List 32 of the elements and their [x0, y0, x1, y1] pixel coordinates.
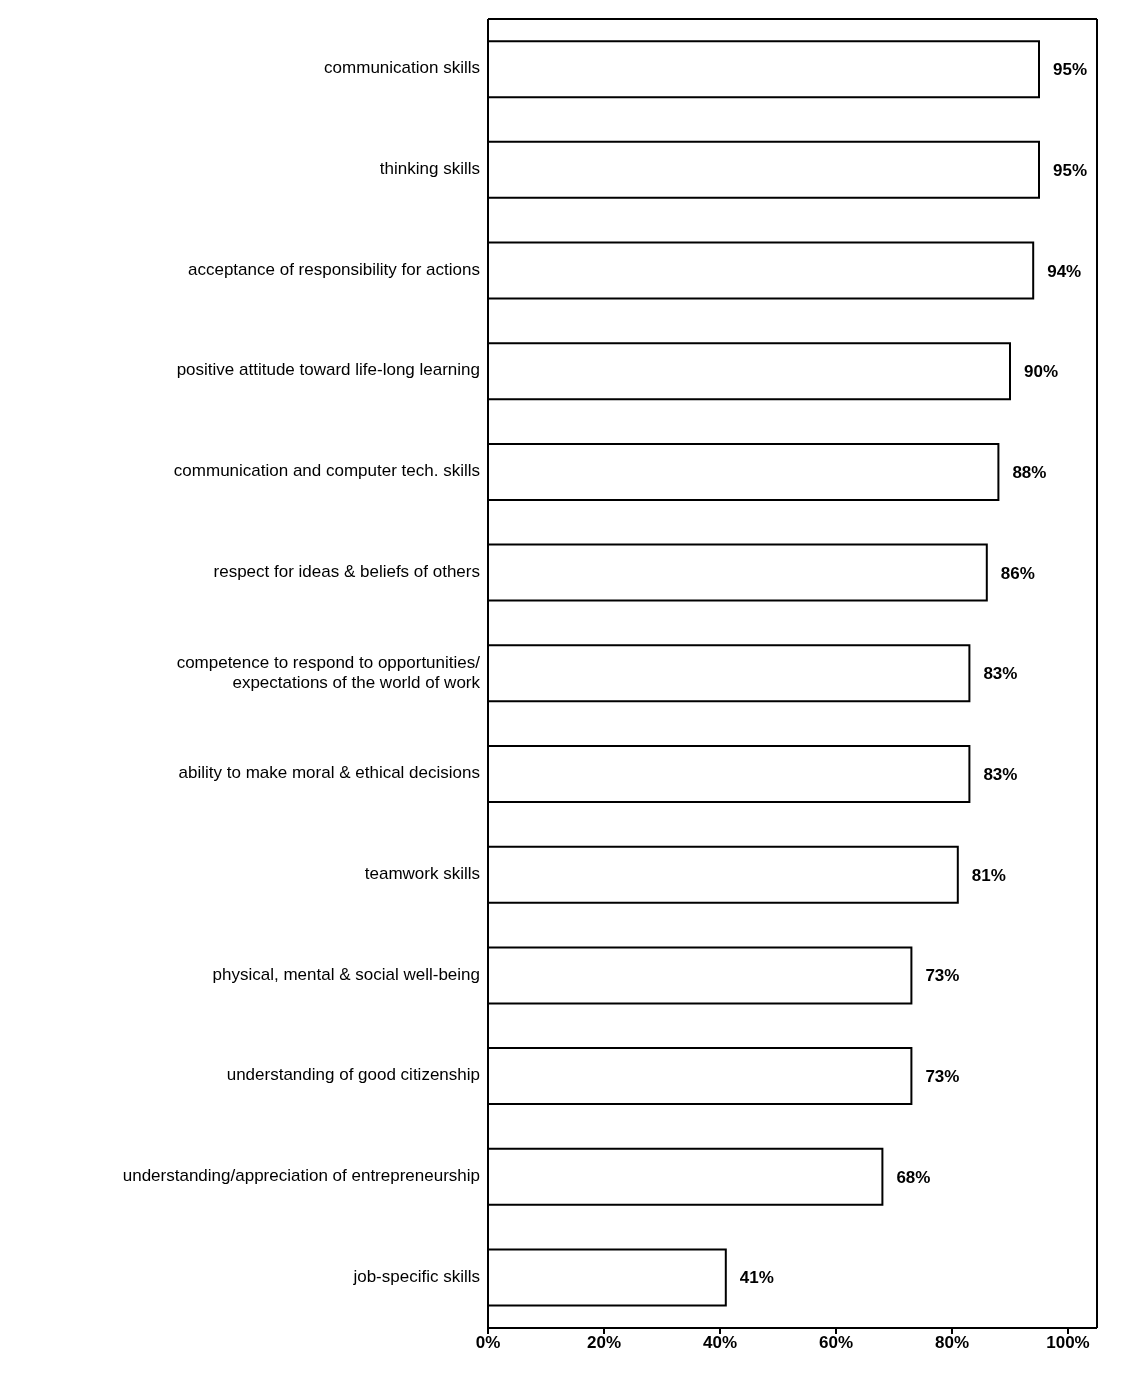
y-tick-label: ability to make moral & ethical decisions	[178, 763, 480, 783]
data-label: 83%	[983, 664, 1018, 684]
data-label: 73%	[925, 1067, 960, 1087]
y-tick-label: understanding/appreciation of entrepreneurship	[122, 1166, 480, 1186]
y-tick-label: teamwork skills	[364, 864, 480, 884]
y-tick-label: communication and computer tech. skills	[173, 461, 480, 481]
y-tick-label: physical, mental & social well-being	[212, 965, 480, 985]
y-tick-label: job-specific skills	[352, 1267, 480, 1287]
data-label: 68%	[896, 1167, 931, 1187]
data-label: 95%	[1053, 160, 1088, 180]
y-tick-label: acceptance of responsibility for actions	[188, 260, 480, 280]
y-tick-label: communication skills	[324, 58, 480, 78]
data-label: 73%	[925, 966, 960, 986]
x-tick-label: 20%	[586, 1333, 622, 1353]
data-label: 94%	[1047, 261, 1082, 281]
data-label: 41%	[739, 1268, 774, 1288]
y-tick-label: thinking skills	[379, 159, 480, 179]
x-tick-label: 100%	[1046, 1333, 1090, 1353]
y-tick-label: respect for ideas & beliefs of others	[213, 562, 480, 582]
data-label: 83%	[983, 765, 1018, 785]
data-label: 81%	[971, 865, 1006, 885]
y-tick-label: understanding of good citizenship	[226, 1065, 480, 1085]
data-label: 95%	[1053, 60, 1088, 80]
y-tick-label: positive attitude toward life-long learning	[176, 360, 480, 380]
x-tick-label: 40%	[702, 1333, 738, 1353]
x-tick-label: 60%	[818, 1333, 854, 1353]
data-label: 90%	[1024, 362, 1059, 382]
x-tick-label: 80%	[934, 1333, 970, 1353]
y-tick-label: competence to respond to opportunities/ expectations of the world of work	[176, 652, 481, 692]
x-tick-label: 0%	[475, 1333, 501, 1353]
data-label: 86%	[1000, 563, 1035, 583]
data-label: 88%	[1012, 462, 1047, 482]
